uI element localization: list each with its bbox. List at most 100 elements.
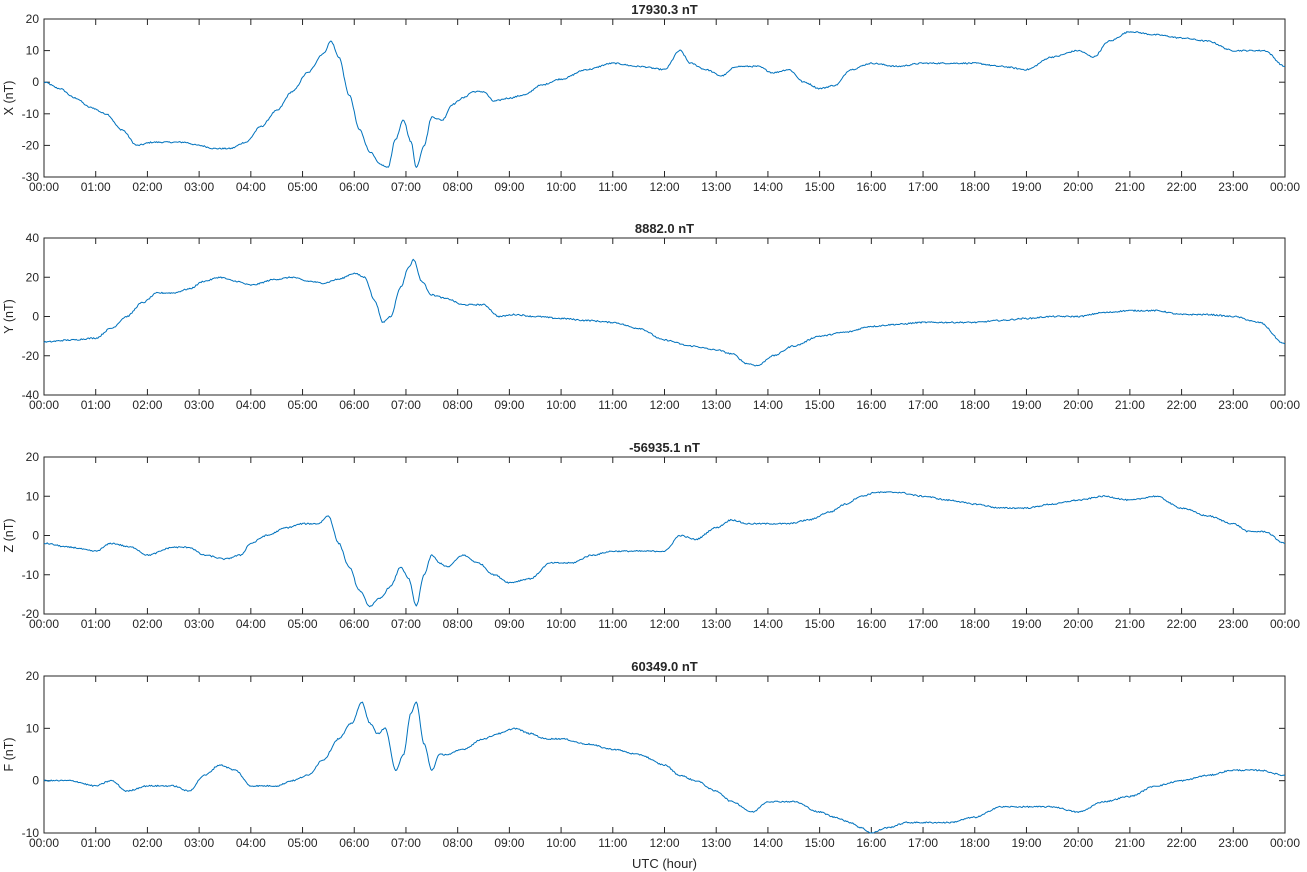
x-tick-label: 01:00 xyxy=(81,836,111,850)
panel-4: 60349.0 nT F (nT) -10 0 10 20 00:00 01:00 02:00 0… xyxy=(2,659,1300,850)
x-tick-label: 13:00 xyxy=(701,617,731,631)
x-tick-label: 00:00 xyxy=(29,617,59,631)
x-tick-label: 01:00 xyxy=(81,398,111,412)
x-tick-label: 03:00 xyxy=(184,617,214,631)
x-tick-label: 07:00 xyxy=(391,836,421,850)
x-tick-label: 06:00 xyxy=(339,180,369,194)
x-tick-label: 00:00 xyxy=(1270,617,1300,631)
x-tick-label: 18:00 xyxy=(960,180,990,194)
y-tick-label: 10 xyxy=(26,44,40,58)
x-tick-label: 13:00 xyxy=(701,836,731,850)
x-tick-label: 18:00 xyxy=(960,836,990,850)
x-tick-label: 08:00 xyxy=(443,180,473,194)
x-tick-label: 00:00 xyxy=(1270,180,1300,194)
y-tick-label: 0 xyxy=(32,529,39,543)
y-tick-label: -20 xyxy=(22,138,40,152)
y-tick-label: -10 xyxy=(22,568,40,582)
x-tick-label: 22:00 xyxy=(1167,398,1197,412)
series-line xyxy=(43,258,1286,367)
axes-box xyxy=(43,237,1286,396)
x-tick-label: 15:00 xyxy=(805,398,835,412)
x-tick-label: 22:00 xyxy=(1167,836,1197,850)
series-line xyxy=(43,701,1286,834)
x-tick-label: 00:00 xyxy=(1270,398,1300,412)
x-tick-label: 08:00 xyxy=(443,398,473,412)
x-tick-label: 11:00 xyxy=(598,398,627,412)
x-tick-label: 00:00 xyxy=(29,398,59,412)
y-tick-label: 20 xyxy=(26,12,40,26)
x-tick-label: 01:00 xyxy=(81,617,111,631)
x-tick-label: 14:00 xyxy=(753,836,783,850)
y-tick-label: 10 xyxy=(26,489,40,503)
x-tick-label: 04:00 xyxy=(236,398,266,412)
y-tick-label: -10 xyxy=(22,107,40,121)
x-tick-label: 05:00 xyxy=(288,398,318,412)
x-tick-label: 19:00 xyxy=(1011,836,1041,850)
x-tick-label: 10:00 xyxy=(546,398,576,412)
x-tick-label: 14:00 xyxy=(753,180,783,194)
axes-box xyxy=(43,675,1286,834)
panel-2: 8882.0 nT Y (nT) -40 -20 0 20 40 00:00 01:00 02:0… xyxy=(2,221,1300,412)
axes-box xyxy=(43,18,1286,178)
x-tick-label: 09:00 xyxy=(494,836,524,850)
x-tick-label: 07:00 xyxy=(391,398,421,412)
y-tick-label: 0 xyxy=(32,75,39,89)
x-tick-label: 12:00 xyxy=(649,180,679,194)
x-tick-label: 20:00 xyxy=(1063,836,1093,850)
x-tick-label: 10:00 xyxy=(546,180,576,194)
x-tick-label: 14:00 xyxy=(753,398,783,412)
panel-title: 8882.0 nT xyxy=(635,221,694,236)
x-tick-label: 15:00 xyxy=(805,836,835,850)
x-tick-label: 00:00 xyxy=(1270,836,1300,850)
series-line xyxy=(43,491,1286,608)
x-tick-label: 11:00 xyxy=(598,836,627,850)
x-tick-label: 19:00 xyxy=(1011,617,1041,631)
x-tick-label: 20:00 xyxy=(1063,180,1093,194)
panel-1: 17930.3 nT X (nT) -30 -20 -10 0 10 20 00:00 01:00… xyxy=(2,2,1300,194)
panel-title: 17930.3 nT xyxy=(631,2,698,17)
x-tick-label: 21:00 xyxy=(1115,398,1145,412)
x-tick-label: 15:00 xyxy=(805,617,835,631)
x-tick-label: 17:00 xyxy=(908,836,938,850)
x-tick-label: 12:00 xyxy=(649,836,679,850)
x-tick-label: 04:00 xyxy=(236,836,266,850)
y-tick-label: -20 xyxy=(22,349,40,363)
x-tick-label: 23:00 xyxy=(1218,836,1248,850)
x-tick-label: 10:00 xyxy=(546,617,576,631)
x-tick-label: 02:00 xyxy=(132,617,162,631)
x-tick-label: 16:00 xyxy=(856,398,886,412)
x-tick-label: 17:00 xyxy=(908,398,938,412)
x-tick-label: 20:00 xyxy=(1063,398,1093,412)
x-tick-label: 16:00 xyxy=(856,180,886,194)
y-tick-label: 20 xyxy=(26,669,40,683)
x-tick-label: 20:00 xyxy=(1063,617,1093,631)
x-tick-label: 17:00 xyxy=(908,617,938,631)
x-tick-label: 22:00 xyxy=(1167,180,1197,194)
axes-box xyxy=(43,456,1286,615)
x-tick-label: 18:00 xyxy=(960,398,990,412)
x-tick-label: 21:00 xyxy=(1115,180,1145,194)
x-tick-label: 03:00 xyxy=(184,180,214,194)
y-tick-label: -10 xyxy=(22,826,40,840)
x-tick-label: 06:00 xyxy=(339,398,369,412)
x-tick-label: 18:00 xyxy=(960,617,990,631)
x-tick-label: 00:00 xyxy=(29,180,59,194)
x-tick-label: 12:00 xyxy=(649,617,679,631)
x-tick-label: 05:00 xyxy=(288,180,318,194)
y-tick-label: -30 xyxy=(22,170,40,184)
y-axis-label: Z (nT) xyxy=(2,518,16,552)
x-tick-label: 17:00 xyxy=(908,180,938,194)
x-tick-label: 23:00 xyxy=(1218,617,1248,631)
x-tick-label: 05:00 xyxy=(288,836,318,850)
x-tick-label: 06:00 xyxy=(339,617,369,631)
y-tick-label: -20 xyxy=(22,607,40,621)
x-tick-label: 23:00 xyxy=(1218,180,1248,194)
x-tick-label: 03:00 xyxy=(184,398,214,412)
x-tick-label: 13:00 xyxy=(701,180,731,194)
y-tick-label: 0 xyxy=(32,774,39,788)
x-tick-label: 10:00 xyxy=(546,836,576,850)
y-tick-label: 0 xyxy=(32,310,39,324)
y-tick-label: 40 xyxy=(26,231,40,245)
x-tick-label: 07:00 xyxy=(391,180,421,194)
